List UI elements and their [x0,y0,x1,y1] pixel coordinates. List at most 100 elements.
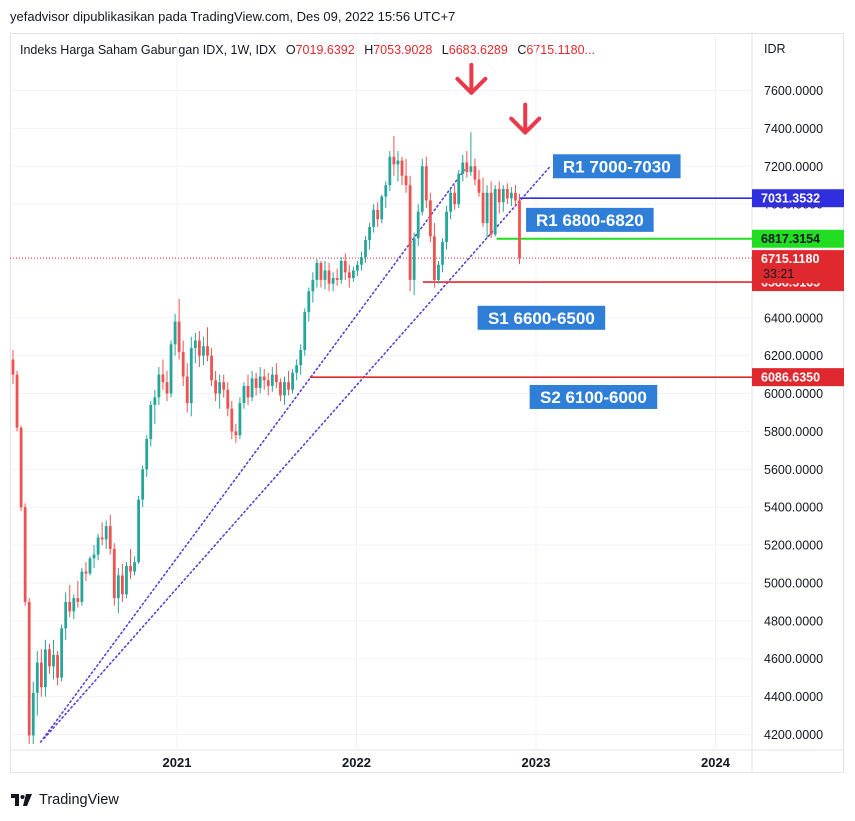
candle-down [343,260,347,273]
candle-up [388,156,392,186]
candle-down [19,427,23,508]
zone-label-s2: S2 6100-6000 [540,388,647,407]
candle-up [238,403,242,436]
y-tick-label: 5400.0000 [764,501,823,515]
candle-up [44,649,47,688]
candle-down [424,166,428,201]
candle-up [380,196,384,220]
candle-up [149,404,153,440]
y-tick-label: 7600.0000 [764,84,823,98]
candle-down [68,601,72,612]
candle-up [60,628,64,678]
last-price-badge [752,250,844,284]
candle-down [477,179,481,193]
x-axis[interactable]: 2021 2022 2023 2024 [163,755,731,770]
candle-down [465,162,469,172]
candle-down [392,156,396,165]
candle-down [56,654,59,678]
candle-down [39,662,43,688]
candle-up [141,469,145,500]
legend-open-key: O [285,43,296,57]
x-tick-label: 2024 [701,755,731,770]
candle-down [287,382,290,390]
candle-up [295,365,299,373]
trendline [39,169,466,743]
y-axis[interactable]: 7600.00007400.00007200.00007000.00006400… [752,84,844,742]
legend-ellipsis: ... [584,43,595,57]
candle-up [360,257,363,265]
candle-up [396,160,400,165]
candle-up [351,270,355,279]
y-tick-label: 4200.0000 [764,728,823,742]
candle-up [116,575,120,599]
candle-down [489,192,493,235]
candle-up [88,558,92,574]
candle-up [501,188,505,203]
candle-up [125,565,128,595]
candle-down [48,649,51,667]
candle-up [145,439,149,470]
candle-up [250,378,254,398]
candle-up [323,270,327,280]
candle-up [315,262,319,280]
candle-up [356,264,359,271]
candle-up [368,226,371,241]
candle-down [319,262,323,280]
candle-down [347,272,351,279]
candle-up [137,499,141,563]
y-tick-label: 6400.0000 [764,311,823,325]
y-tick-label: 7200.0000 [764,160,823,174]
candle-up [104,526,108,540]
candle-up [96,537,100,555]
candle-up [202,346,205,356]
candle-up [133,562,136,572]
y-tick-label: 4400.0000 [764,690,823,704]
candle-up [92,554,96,559]
candle-up [416,211,420,239]
countdown-text: 33:21 [763,267,794,281]
candle-down [23,507,27,602]
footer-brand[interactable]: TradingView [11,792,119,808]
last-price-text: 6715.1180 [761,252,819,266]
candle-down [214,380,217,394]
candle-down [327,270,331,284]
zone-label-s1: S1 6600-6500 [488,309,595,328]
candle-down [108,526,112,549]
candle-down [274,374,278,383]
candle-down [185,376,189,404]
arrow-head [455,76,488,95]
candle-up [31,692,35,736]
price-label-text: 6086.6350 [761,371,820,385]
candle-up [412,238,416,280]
candle-up [493,188,497,235]
candle-down [161,374,165,383]
candle-up [169,344,173,394]
candle-down [121,575,124,595]
y-tick-label: 5600.0000 [764,463,823,477]
candle-up [80,571,84,602]
candle-up [469,166,473,172]
candle-down [505,188,509,199]
candle-down [518,200,521,259]
tradingview-logo-icon [11,794,32,806]
y-tick-label: 5200.0000 [764,539,823,553]
candle-up [441,242,444,265]
candle-up [364,240,367,258]
candle-up [153,397,157,405]
legend-high-key: H [364,43,374,57]
candle-up [372,209,376,227]
candle-up [283,382,286,396]
candle-down [453,192,457,205]
annotations: R1 7000-7030 R1 6800-6820 S1 6600-6500 S2 6… [455,62,681,409]
legend-low-value: 6683.6289 [448,43,508,57]
zone-label-box [529,384,658,409]
candle-up [242,385,246,404]
candle-down [514,192,517,201]
candle-down [165,382,169,394]
candle-down [177,321,181,352]
candle-up [420,166,424,212]
y-tick-label: 5000.0000 [764,576,823,590]
y-tick-label: 4800.0000 [764,614,823,628]
candle-up [445,211,448,243]
